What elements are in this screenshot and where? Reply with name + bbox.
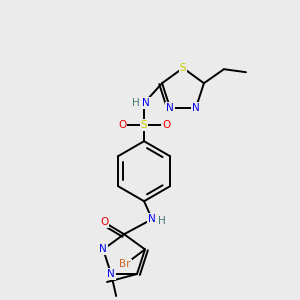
Text: H: H [158,216,166,226]
Text: N: N [99,244,107,254]
Text: Br: Br [119,260,131,269]
Text: N: N [166,103,174,113]
Text: S: S [141,120,147,130]
Text: O: O [100,217,108,227]
Text: N: N [107,269,115,279]
Text: N: N [148,214,156,224]
Text: N: N [142,98,150,108]
Text: N: N [192,103,200,113]
Text: S: S [180,63,186,73]
Text: H: H [132,98,140,108]
Text: O: O [162,120,170,130]
Text: O: O [118,120,126,130]
